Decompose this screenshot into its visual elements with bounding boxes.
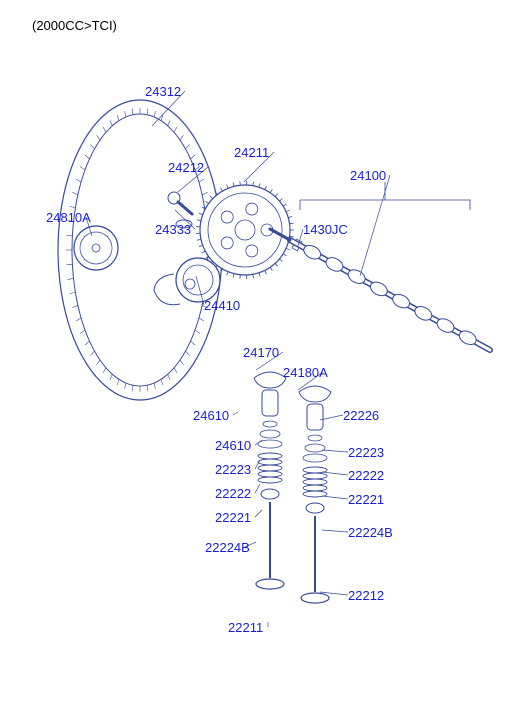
callout-label: 24211 xyxy=(234,145,269,160)
callout-label: 24333 xyxy=(155,222,191,237)
callout-label: 22212 xyxy=(348,588,384,603)
callout-label: 24212 xyxy=(168,160,204,175)
callout-label: 22224B xyxy=(348,525,393,540)
callout-label: 24810A xyxy=(46,210,91,225)
callout-label: 22223 xyxy=(348,445,384,460)
callout-label: 22224B xyxy=(205,540,250,555)
callout-label: 24180A xyxy=(283,365,328,380)
callout-label: 22223 xyxy=(215,462,251,477)
callout-label: 22226 xyxy=(343,408,379,423)
callout-label: 24312 xyxy=(145,84,181,99)
callout-label: 1430JC xyxy=(303,222,348,237)
callout-label: 24100 xyxy=(350,168,386,183)
callout-label: 22221 xyxy=(215,510,251,525)
callout-label: 22222 xyxy=(215,486,251,501)
parts-illustration xyxy=(0,0,532,727)
callout-label: 22221 xyxy=(348,492,384,507)
callout-label: 24610 xyxy=(215,438,251,453)
callout-label: 22222 xyxy=(348,468,384,483)
callout-label: 24610 xyxy=(193,408,229,423)
callout-label: 24170 xyxy=(243,345,279,360)
callout-label: 22211 xyxy=(228,620,263,635)
diagram-canvas: (2000CC>TCI) 2431224211242122410024810A2… xyxy=(0,0,532,727)
callout-label: 24410 xyxy=(204,298,240,313)
